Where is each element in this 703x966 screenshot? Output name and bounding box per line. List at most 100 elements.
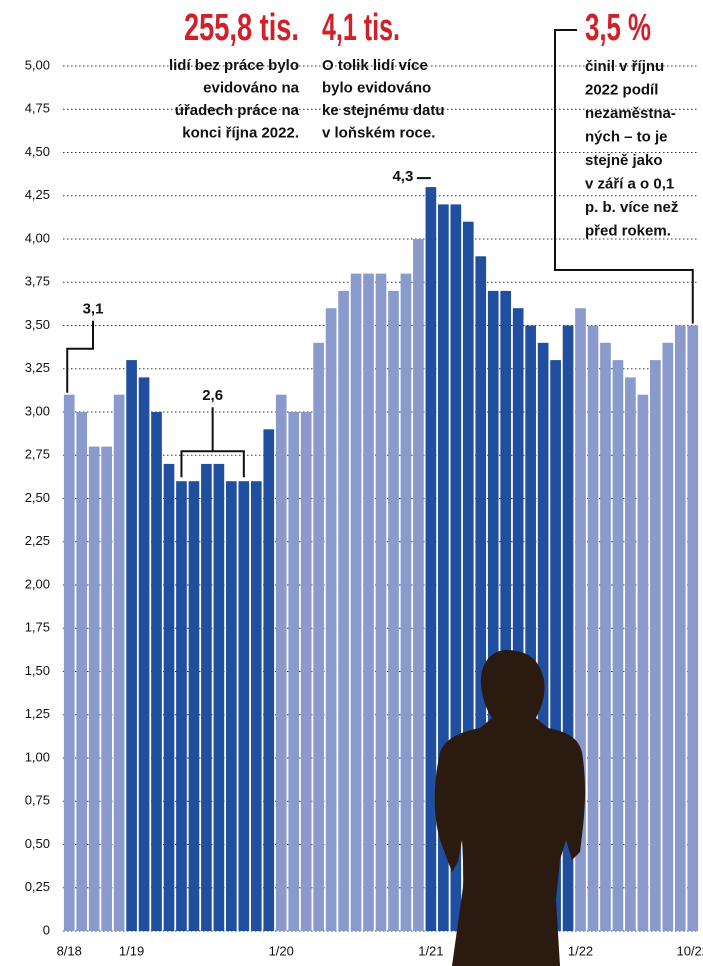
bar [363, 273, 374, 932]
bar [600, 342, 611, 931]
bar [637, 394, 649, 931]
x-tick-label: 8/18 [57, 943, 82, 958]
bar [462, 221, 474, 931]
x-tick-label: 1/22 [568, 943, 593, 958]
notes: 3,1 2,6 4,3 255,8 tis. lidí bez práce bylo ev… [66, 7, 694, 478]
headline-text: bylo evidováno [322, 79, 431, 96]
bar [213, 463, 225, 931]
callout-label: 3,1 [83, 301, 104, 318]
x-tick-label: 1/20 [269, 943, 294, 958]
bar [425, 187, 437, 932]
y-tick-label: 3,50 [25, 317, 50, 332]
y-tick-label: 0,50 [25, 836, 50, 851]
headline-text: činil v říjnu [585, 58, 664, 75]
bar [450, 204, 462, 931]
y-tick-label: 4,25 [25, 187, 50, 202]
bar [138, 377, 150, 931]
bar [63, 394, 75, 931]
headline-text: lidí bez práce bylo [169, 57, 299, 74]
y-tick-label: 1,50 [25, 663, 50, 678]
bar [201, 463, 212, 931]
headline-text: p. b. více než [585, 199, 678, 216]
bar [350, 273, 362, 932]
bar [375, 273, 387, 932]
x-tick-label: 10/22 [676, 943, 703, 958]
bar [163, 463, 175, 931]
leader-line [554, 29, 694, 324]
bar [500, 290, 512, 931]
bar [263, 429, 275, 931]
bar [550, 360, 561, 932]
bar [238, 481, 250, 931]
bar [487, 290, 499, 931]
silhouette [434, 650, 586, 966]
bar [313, 342, 324, 931]
bar [413, 239, 424, 931]
y-tick-label: 4,00 [25, 230, 50, 245]
headline-value: 255,8 tis. [184, 7, 299, 49]
bar [226, 481, 237, 931]
y-tick-label: 4,75 [25, 101, 50, 116]
bar [76, 412, 88, 931]
bar [126, 360, 137, 932]
bar [650, 360, 661, 932]
headline-text: úřadech práce na [175, 102, 300, 119]
headline-text: před rokem. [585, 222, 671, 239]
leader-line [180, 407, 245, 478]
headline-text: evidováno na [203, 79, 300, 96]
callout-label: 2,6 [202, 387, 223, 404]
bar [525, 325, 536, 931]
bar [575, 308, 586, 931]
y-tick-label: 2,00 [25, 576, 50, 591]
bar [275, 394, 287, 931]
grid: 0 0,25 0,50 0,75 1,00 1,25 1,50 1,75 2,00 2,25 2,5… [25, 57, 699, 937]
headline-value: 4,1 tis. [322, 7, 400, 49]
bar [176, 481, 187, 931]
headline-text: 2022 podíl [585, 81, 658, 98]
bars: 8/18 1/19 1/20 1/21 1/22 10/22 [57, 187, 703, 958]
y-tick-label: 1,25 [25, 706, 50, 721]
bar [388, 290, 399, 931]
x-tick-label: 1/19 [119, 943, 144, 958]
headline-text: v loňském roce. [322, 124, 435, 141]
headline-text: konci října 2022. [182, 124, 299, 141]
headline-text: nezaměstna- [585, 105, 676, 122]
headline-text: stejně jako [585, 152, 663, 169]
bar [612, 360, 624, 932]
bar [88, 446, 100, 931]
bar [687, 325, 699, 931]
x-tick-label: 1/21 [418, 943, 443, 958]
headline-text: O tolik lidí více [322, 57, 428, 74]
headline-value: 3,5 % [585, 7, 651, 49]
bar [300, 412, 312, 931]
y-tick-label: 2,25 [25, 533, 50, 548]
y-tick-label: 0,25 [25, 879, 50, 894]
leader-line [66, 320, 94, 393]
bar [151, 412, 162, 931]
y-tick-label: 1,75 [25, 620, 50, 635]
bar [288, 412, 300, 931]
bar [438, 204, 449, 931]
bar [325, 308, 337, 931]
y-tick-label: 0,75 [25, 793, 50, 808]
headline-text: ke stejnému datu [322, 102, 445, 119]
y-tick-label: 3,25 [25, 360, 50, 375]
bar [188, 481, 200, 931]
y-tick-label: 0 [43, 922, 50, 937]
y-tick-label: 2,50 [25, 490, 50, 505]
y-tick-label: 2,75 [25, 447, 50, 462]
bar [250, 481, 262, 931]
bar [662, 342, 674, 931]
bar [674, 325, 686, 931]
headline-text: v září a o 0,1 [585, 175, 674, 192]
headline-text: ných – to je [585, 128, 668, 145]
bar [625, 377, 636, 931]
bar [338, 290, 349, 931]
bar [475, 256, 487, 931]
y-tick-label: 1,00 [25, 749, 50, 764]
bar [587, 325, 599, 931]
bar [512, 308, 524, 931]
bar [113, 394, 125, 931]
bar [400, 273, 412, 932]
